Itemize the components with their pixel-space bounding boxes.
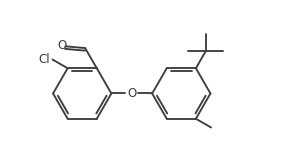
Text: O: O	[127, 87, 136, 100]
Text: O: O	[57, 39, 66, 52]
Text: Cl: Cl	[38, 53, 50, 66]
